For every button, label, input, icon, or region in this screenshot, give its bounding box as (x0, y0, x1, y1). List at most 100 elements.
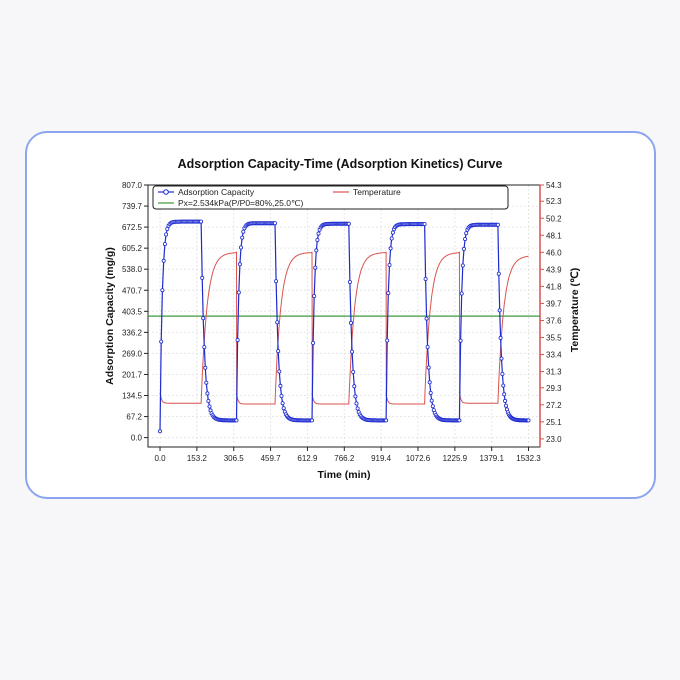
series-layer (148, 219, 540, 434)
y-left-tick-label: 134.5 (122, 392, 143, 401)
adsorption-point (497, 308, 502, 313)
adsorption-point (429, 398, 434, 403)
y-right-tick-label: 41.8 (546, 282, 562, 291)
y-right-tick-label: 50.2 (546, 214, 562, 223)
x-tick-label: 766.2 (334, 454, 355, 463)
y-left-tick-label: 201.7 (122, 370, 143, 379)
legend-box (152, 185, 509, 210)
y-right-tick-label: 25.1 (546, 418, 562, 427)
x-tick-label: 153.2 (187, 454, 208, 463)
adsorption-point (276, 349, 281, 354)
adsorption-point (427, 380, 432, 385)
adsorption-point (388, 246, 393, 251)
y-right-tick-label: 29.3 (546, 384, 562, 393)
adsorption-point (206, 398, 211, 403)
adsorption-point (428, 390, 433, 395)
adsorption-point (503, 398, 508, 403)
adsorption-point (502, 392, 507, 397)
y-right-tick-label: 35.5 (546, 333, 562, 342)
adsorption-point (275, 320, 280, 325)
adsorption-point (201, 316, 206, 321)
right-axis-label: Temperature (℃) (569, 268, 581, 353)
adsorption-point (526, 418, 531, 423)
y-left-tick-label: 672.5 (122, 223, 143, 232)
left-axis-ticks: 0.0 67.2 134.5 201.7 269.0 336.2 403.5 470.7 538… (122, 181, 148, 443)
adsorption-point (424, 316, 429, 321)
y-left-tick-label: 403.5 (122, 307, 143, 316)
adsorption-point (426, 365, 431, 370)
x-tick-label: 306.5 (224, 454, 245, 463)
adsorption-point (161, 258, 166, 263)
chart-title: Adsorption Capacity-Time (Adsorption Kin… (177, 157, 503, 171)
x-tick-label: 1379.1 (479, 454, 504, 463)
y-right-tick-label: 27.2 (546, 401, 562, 410)
adsorption-point (157, 429, 162, 434)
adsorption-point (350, 349, 355, 354)
y-left-tick-label: 67.2 (126, 413, 142, 422)
adsorption-point (463, 237, 468, 242)
adsorption-point (165, 226, 170, 231)
adsorption-point (316, 231, 321, 236)
adsorption-point (354, 401, 359, 406)
adsorption-point (464, 231, 469, 236)
adsorption-point (281, 406, 286, 411)
y-left-tick-label: 470.7 (122, 286, 143, 295)
left-axis-label: Adsorption Capacity (mg/g) (104, 247, 116, 385)
adsorption-point (235, 338, 240, 343)
y-left-tick-label: 807.0 (122, 181, 143, 190)
right-axis-ticks: 23.0 25.1 27.2 29.3 31.3 33.4 35.5 37.6 39.7 41.8… (540, 181, 562, 444)
adsorption-point (430, 404, 435, 409)
adsorption-point (274, 279, 279, 284)
adsorption-point (277, 369, 282, 374)
adsorption-point (501, 383, 506, 388)
y-right-tick-label: 37.6 (546, 316, 562, 325)
adsorption-point (348, 320, 353, 325)
y-left-tick-label: 739.7 (122, 202, 143, 211)
legend: Adsorption Capacity Temperature Px=2.534… (152, 185, 509, 210)
adsorption-point (162, 242, 167, 247)
adsorption-point (496, 271, 501, 276)
adsorption-point (499, 356, 504, 361)
adsorption-point (498, 335, 503, 340)
adsorption-point (347, 279, 352, 284)
adsorption-point (503, 403, 508, 408)
y-right-tick-label: 43.9 (546, 265, 562, 274)
adsorption-point (390, 230, 395, 235)
adsorption-point (312, 294, 317, 299)
adsorption-point (279, 393, 284, 398)
adsorption-point (353, 394, 358, 399)
adsorption-point (500, 371, 505, 376)
y-left-tick-label: 538.0 (122, 265, 143, 274)
adsorption-point (351, 369, 356, 374)
adsorption-point (457, 418, 462, 423)
legend-temperature-label: Temperature (353, 187, 401, 197)
y-left-tick-label: 605.2 (122, 244, 143, 253)
adsorption-point (314, 248, 319, 253)
legend-adsorption-marker (163, 189, 169, 195)
x-tick-label: 612.9 (297, 454, 318, 463)
adsorption-point (313, 265, 318, 270)
y-right-tick-label: 52.3 (546, 197, 562, 206)
y-right-tick-label: 33.4 (546, 351, 562, 360)
x-tick-label: 1225.9 (443, 454, 468, 463)
adsorption-point (346, 221, 351, 226)
adsorption-point (384, 418, 389, 423)
adsorption-point (352, 384, 357, 389)
temperature-series-line (159, 251, 529, 405)
adsorption-point (234, 418, 239, 423)
adsorption-point (355, 406, 360, 411)
adsorption-point (237, 262, 242, 267)
y-right-tick-label: 23.0 (546, 435, 562, 444)
x-tick-label: 919.4 (371, 454, 392, 463)
adsorption-point (423, 276, 428, 281)
y-right-tick-label: 54.3 (546, 181, 562, 190)
adsorption-point (315, 237, 320, 242)
adsorption-point (459, 291, 464, 296)
legend-adsorption-label: Adsorption Capacity (178, 187, 255, 197)
adsorption-point (240, 235, 245, 240)
adsorption-point (460, 263, 465, 268)
adsorption-point (207, 404, 212, 409)
adsorption-point (202, 345, 207, 350)
x-tick-label: 459.7 (261, 454, 282, 463)
y-left-tick-label: 269.0 (122, 349, 143, 358)
